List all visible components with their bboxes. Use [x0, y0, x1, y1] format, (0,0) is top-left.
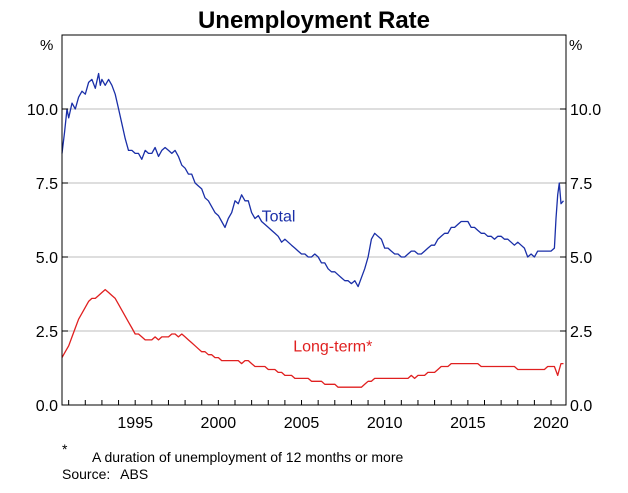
series-label: Long-term*	[293, 339, 372, 356]
y-tick-label-right: 10.0	[570, 102, 601, 119]
grid-lines	[62, 108, 566, 332]
x-tick-label: 2005	[284, 415, 320, 432]
y-tick-label-right: 0.0	[570, 398, 592, 415]
series-line-long-term	[61, 288, 564, 388]
x-tick-label: 2000	[201, 415, 237, 432]
x-tick-label: 2015	[450, 415, 486, 432]
y-tick-label-left: 0.0	[36, 398, 58, 415]
x-tick-label: 2020	[533, 415, 569, 432]
footnote-marker: *	[62, 441, 68, 457]
y-tick-label-right: 5.0	[570, 250, 592, 267]
chart-title: Unemployment Rate	[198, 7, 430, 34]
y-tick-label-right: 7.5	[570, 176, 592, 193]
y-unit-right: %	[569, 37, 582, 54]
series-label: Total	[262, 208, 296, 225]
series-line-total	[61, 72, 564, 288]
plot-frame	[61, 34, 567, 406]
y-tick-label-left: 7.5	[36, 176, 58, 193]
axis-ticks	[62, 108, 566, 406]
y-tick-label-left: 10.0	[27, 102, 58, 119]
source-line: Source: ABS	[62, 466, 148, 482]
x-tick-label: 2010	[367, 415, 403, 432]
y-tick-label-left: 5.0	[36, 250, 58, 267]
y-unit-left: %	[40, 37, 53, 54]
tick-labels: 0.0 0.0 2.5 2.5 5.0 5.0 7.5 7.5 10.0 10.0 1995 2000…	[27, 102, 601, 432]
footnote-text: A duration of unemployment of 12 months …	[92, 449, 404, 465]
y-tick-label-left: 2.5	[36, 324, 58, 341]
y-tick-label-right: 2.5	[570, 324, 592, 341]
source-value: ABS	[120, 466, 149, 482]
source-label: Source:	[62, 466, 111, 482]
x-tick-label: 1995	[117, 415, 153, 432]
series-annotations: Total Long-term*	[262, 208, 373, 355]
series-lines	[61, 72, 564, 388]
